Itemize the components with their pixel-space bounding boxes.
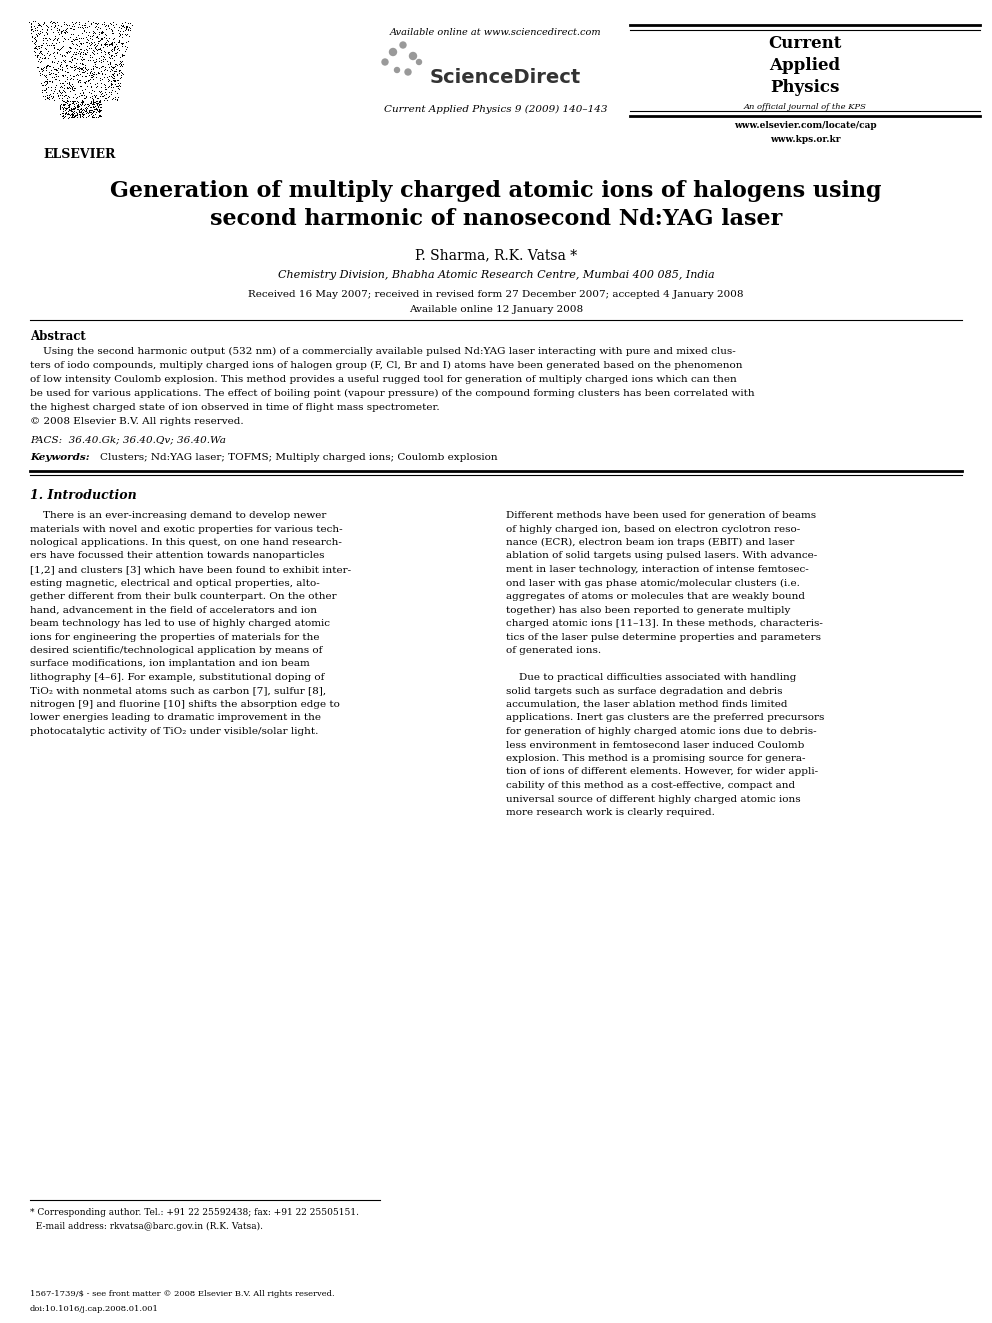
Text: TiO₂ with nonmetal atoms such as carbon [7], sulfur [8],: TiO₂ with nonmetal atoms such as carbon … (30, 687, 326, 696)
Text: www.kps.or.kr: www.kps.or.kr (770, 135, 840, 144)
Text: hand, advancement in the field of accelerators and ion: hand, advancement in the field of accele… (30, 606, 317, 614)
Text: Current Applied Physics 9 (2009) 140–143: Current Applied Physics 9 (2009) 140–143 (384, 105, 608, 114)
Text: together) has also been reported to generate multiply: together) has also been reported to gene… (506, 606, 791, 615)
Text: tion of ions of different elements. However, for wider appli-: tion of ions of different elements. Howe… (506, 767, 818, 777)
Text: solid targets such as surface degradation and debris: solid targets such as surface degradatio… (506, 687, 783, 696)
Circle shape (395, 67, 400, 73)
Text: Using the second harmonic output (532 nm) of a commercially available pulsed Nd:: Using the second harmonic output (532 nm… (30, 347, 736, 356)
Text: of low intensity Coulomb explosion. This method provides a useful rugged tool fo: of low intensity Coulomb explosion. This… (30, 374, 737, 384)
Text: photocatalytic activity of TiO₂ under visible/solar light.: photocatalytic activity of TiO₂ under vi… (30, 728, 318, 736)
Text: Chemistry Division, Bhabha Atomic Research Centre, Mumbai 400 085, India: Chemistry Division, Bhabha Atomic Resear… (278, 270, 714, 280)
Text: nological applications. In this quest, on one hand research-: nological applications. In this quest, o… (30, 538, 342, 546)
Text: ment in laser technology, interaction of intense femtosec-: ment in laser technology, interaction of… (506, 565, 808, 574)
Circle shape (382, 60, 388, 65)
Text: of highly charged ion, based on electron cyclotron reso-: of highly charged ion, based on electron… (506, 524, 801, 533)
Text: P. Sharma, R.K. Vatsa *: P. Sharma, R.K. Vatsa * (415, 247, 577, 262)
Text: PACS:  36.40.Gk; 36.40.Qv; 36.40.Wa: PACS: 36.40.Gk; 36.40.Qv; 36.40.Wa (30, 435, 226, 445)
Text: Keywords:: Keywords: (30, 452, 89, 462)
Text: tics of the laser pulse determine properties and parameters: tics of the laser pulse determine proper… (506, 632, 821, 642)
Text: An official journal of the KPS: An official journal of the KPS (744, 103, 866, 111)
Text: lithography [4–6]. For example, substitutional doping of: lithography [4–6]. For example, substitu… (30, 673, 324, 681)
Circle shape (405, 69, 411, 75)
Text: www.elsevier.com/locate/cap: www.elsevier.com/locate/cap (734, 120, 876, 130)
Text: cability of this method as a cost-effective, compact and: cability of this method as a cost-effect… (506, 781, 796, 790)
Text: more research work is clearly required.: more research work is clearly required. (506, 808, 715, 818)
Text: desired scientific/technological application by means of: desired scientific/technological applica… (30, 646, 322, 655)
Circle shape (390, 49, 397, 56)
Text: There is an ever-increasing demand to develop newer: There is an ever-increasing demand to de… (30, 511, 326, 520)
Text: the highest charged state of ion observed in time of flight mass spectrometer.: the highest charged state of ion observe… (30, 404, 439, 411)
Text: applications. Inert gas clusters are the preferred precursors: applications. Inert gas clusters are the… (506, 713, 824, 722)
Text: ions for engineering the properties of materials for the: ions for engineering the properties of m… (30, 632, 319, 642)
Text: E-mail address: rkvatsa@barc.gov.in (R.K. Vatsa).: E-mail address: rkvatsa@barc.gov.in (R.K… (30, 1222, 263, 1232)
Text: © 2008 Elsevier B.V. All rights reserved.: © 2008 Elsevier B.V. All rights reserved… (30, 417, 244, 426)
Text: second harmonic of nanosecond Nd:YAG laser: second harmonic of nanosecond Nd:YAG las… (210, 208, 782, 230)
Text: Different methods have been used for generation of beams: Different methods have been used for gen… (506, 511, 816, 520)
Text: Due to practical difficulties associated with handling: Due to practical difficulties associated… (506, 673, 797, 681)
Text: nance (ECR), electron beam ion traps (EBIT) and laser: nance (ECR), electron beam ion traps (EB… (506, 538, 795, 548)
Text: aggregates of atoms or molecules that are weakly bound: aggregates of atoms or molecules that ar… (506, 591, 805, 601)
Text: [1,2] and clusters [3] which have been found to exhibit inter-: [1,2] and clusters [3] which have been f… (30, 565, 351, 574)
Text: ers have focussed their attention towards nanoparticles: ers have focussed their attention toward… (30, 552, 324, 561)
Text: be used for various applications. The effect of boiling point (vapour pressure) : be used for various applications. The ef… (30, 389, 755, 398)
Text: 1567-1739/$ - see front matter © 2008 Elsevier B.V. All rights reserved.: 1567-1739/$ - see front matter © 2008 El… (30, 1290, 334, 1298)
Text: esting magnetic, electrical and optical properties, alto-: esting magnetic, electrical and optical … (30, 578, 319, 587)
Text: ELSEVIER: ELSEVIER (44, 148, 116, 161)
Text: less environment in femtosecond laser induced Coulomb: less environment in femtosecond laser in… (506, 741, 805, 750)
Text: beam technology has led to use of highly charged atomic: beam technology has led to use of highly… (30, 619, 330, 628)
Text: Generation of multiply charged atomic ions of halogens using: Generation of multiply charged atomic io… (110, 180, 882, 202)
Text: Abstract: Abstract (30, 329, 85, 343)
Text: ScienceDirect: ScienceDirect (430, 67, 581, 87)
Text: Available online at www.sciencedirect.com: Available online at www.sciencedirect.co… (390, 28, 602, 37)
Circle shape (400, 42, 406, 48)
Text: 1. Introduction: 1. Introduction (30, 490, 137, 501)
Text: lower energies leading to dramatic improvement in the: lower energies leading to dramatic impro… (30, 713, 321, 722)
Text: Clusters; Nd:YAG laser; TOFMS; Multiply charged ions; Coulomb explosion: Clusters; Nd:YAG laser; TOFMS; Multiply … (100, 452, 498, 462)
Text: Received 16 May 2007; received in revised form 27 December 2007; accepted 4 Janu: Received 16 May 2007; received in revise… (248, 290, 744, 299)
Text: Available online 12 January 2008: Available online 12 January 2008 (409, 306, 583, 314)
Text: of generated ions.: of generated ions. (506, 646, 601, 655)
Text: universal source of different highly charged atomic ions: universal source of different highly cha… (506, 795, 801, 803)
Text: ond laser with gas phase atomic/molecular clusters (i.e.: ond laser with gas phase atomic/molecula… (506, 578, 800, 587)
Text: surface modifications, ion implantation and ion beam: surface modifications, ion implantation … (30, 659, 310, 668)
Text: doi:10.1016/j.cap.2008.01.001: doi:10.1016/j.cap.2008.01.001 (30, 1304, 159, 1312)
Text: Applied: Applied (770, 57, 840, 74)
Text: Current: Current (769, 34, 841, 52)
Text: ters of iodo compounds, multiply charged ions of halogen group (F, Cl, Br and I): ters of iodo compounds, multiply charged… (30, 361, 742, 370)
Text: nitrogen [9] and fluorine [10] shifts the absorption edge to: nitrogen [9] and fluorine [10] shifts th… (30, 700, 340, 709)
Text: accumulation, the laser ablation method finds limited: accumulation, the laser ablation method … (506, 700, 788, 709)
Circle shape (410, 53, 417, 60)
Circle shape (417, 60, 422, 65)
Text: Physics: Physics (771, 79, 839, 97)
Text: gether different from their bulk counterpart. On the other: gether different from their bulk counter… (30, 591, 336, 601)
Text: explosion. This method is a promising source for genera-: explosion. This method is a promising so… (506, 754, 806, 763)
Text: * Corresponding author. Tel.: +91 22 25592438; fax: +91 22 25505151.: * Corresponding author. Tel.: +91 22 255… (30, 1208, 359, 1217)
Text: materials with novel and exotic properties for various tech-: materials with novel and exotic properti… (30, 524, 342, 533)
Text: ablation of solid targets using pulsed lasers. With advance-: ablation of solid targets using pulsed l… (506, 552, 817, 561)
Text: charged atomic ions [11–13]. In these methods, characteris-: charged atomic ions [11–13]. In these me… (506, 619, 823, 628)
Text: for generation of highly charged atomic ions due to debris-: for generation of highly charged atomic … (506, 728, 816, 736)
